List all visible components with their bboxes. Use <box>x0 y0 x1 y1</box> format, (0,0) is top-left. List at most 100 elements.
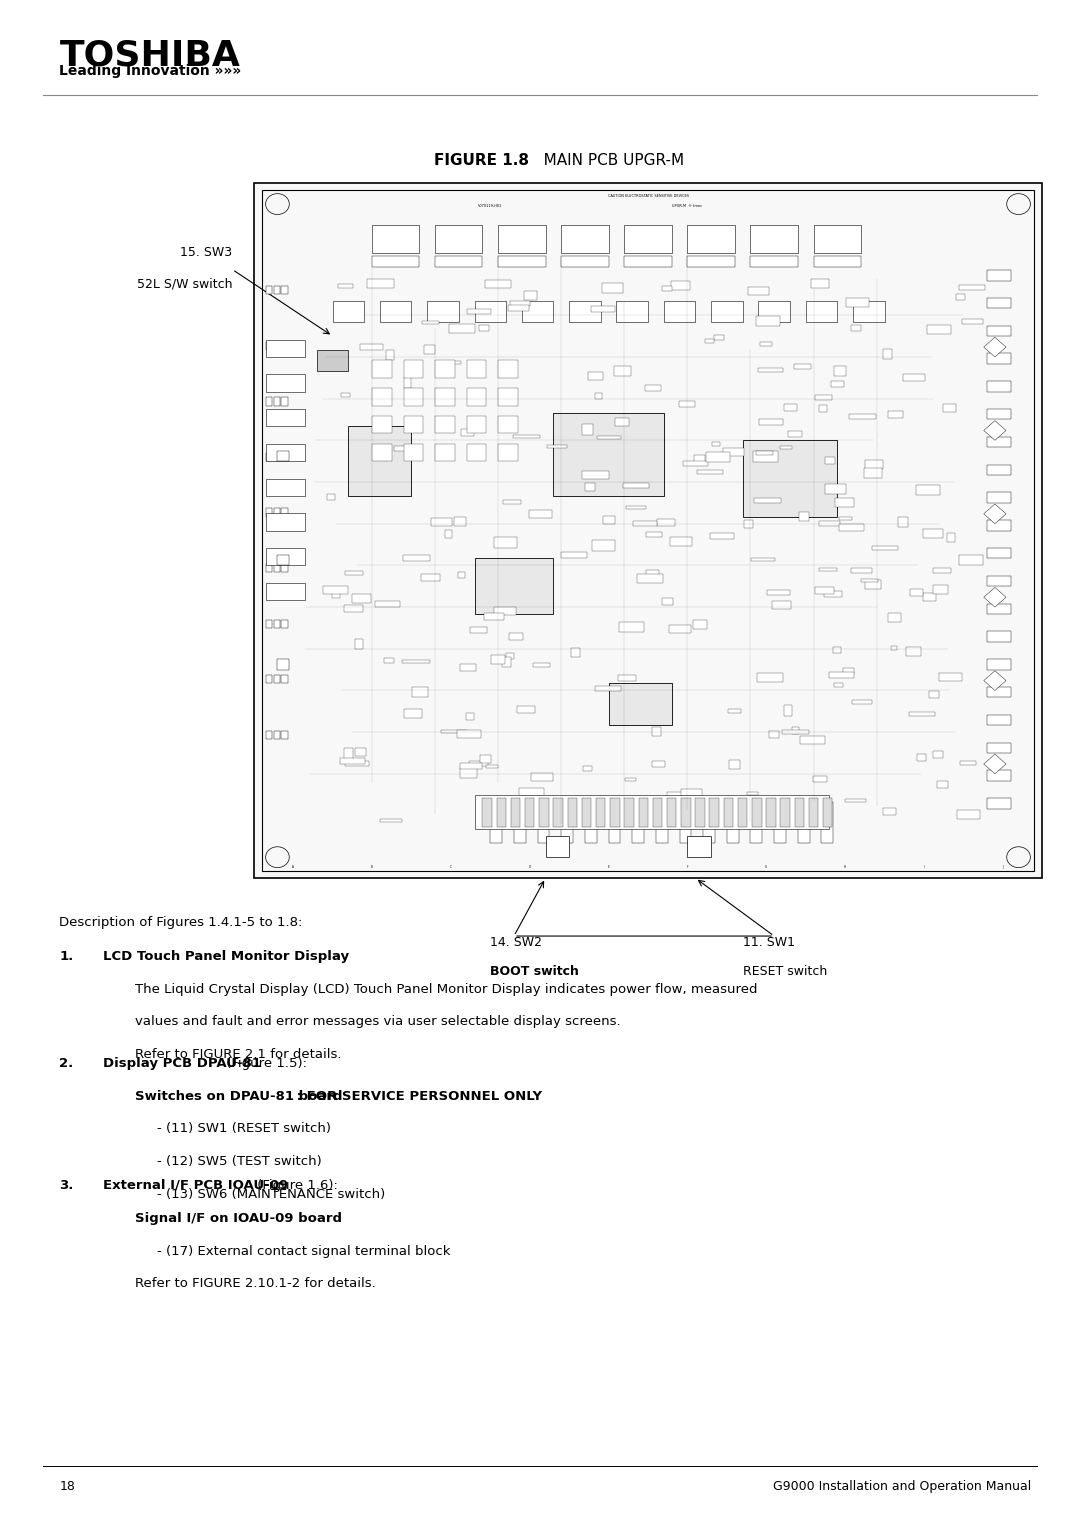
Bar <box>987 437 1011 447</box>
Bar <box>787 431 802 437</box>
Bar <box>744 521 753 528</box>
Bar <box>435 388 455 406</box>
Bar <box>467 444 486 461</box>
Bar <box>460 762 482 770</box>
Bar <box>372 224 419 252</box>
Bar <box>806 301 837 322</box>
Bar <box>819 405 827 412</box>
Bar <box>266 583 305 600</box>
Bar <box>800 736 825 744</box>
Bar <box>273 397 280 406</box>
Bar <box>813 224 861 252</box>
Bar <box>436 360 461 365</box>
Bar <box>509 305 529 310</box>
Bar <box>959 286 985 290</box>
Bar <box>282 731 287 739</box>
Bar <box>756 316 781 325</box>
Bar <box>888 411 903 418</box>
Bar <box>814 395 833 400</box>
Bar <box>596 435 621 440</box>
Bar <box>428 301 459 322</box>
Text: A: A <box>293 864 294 869</box>
Bar <box>829 672 853 678</box>
Bar <box>582 799 591 828</box>
Bar <box>340 394 350 397</box>
Bar <box>282 508 287 516</box>
Bar <box>266 454 272 461</box>
Bar <box>987 742 1011 753</box>
Bar <box>404 709 421 718</box>
Text: FIGURE 1.8: FIGURE 1.8 <box>434 153 529 168</box>
Bar <box>946 533 955 542</box>
Bar <box>509 634 523 640</box>
Bar <box>638 799 648 828</box>
Text: CAUTION ELECTROSTATIC SENSITIVE DEVICES: CAUTION ELECTROSTATIC SENSITIVE DEVICES <box>607 194 689 197</box>
Bar <box>372 360 392 377</box>
Bar <box>625 779 636 780</box>
Bar <box>799 512 809 521</box>
Bar <box>656 802 667 843</box>
Bar <box>502 658 511 667</box>
Bar <box>696 799 705 828</box>
Bar <box>646 533 662 538</box>
Bar <box>623 483 649 489</box>
Bar <box>435 224 483 252</box>
Bar <box>843 667 853 675</box>
Bar <box>562 257 609 267</box>
Bar <box>595 394 603 399</box>
Bar <box>957 811 980 818</box>
Bar <box>404 415 423 434</box>
Bar <box>933 751 944 757</box>
Bar <box>596 799 606 828</box>
Bar <box>266 342 272 350</box>
Bar <box>539 799 549 828</box>
Bar <box>494 608 516 614</box>
Bar <box>273 342 280 350</box>
Bar <box>467 388 486 406</box>
Bar <box>835 365 846 376</box>
Bar <box>435 415 455 434</box>
Bar <box>372 388 392 406</box>
Bar <box>478 325 489 330</box>
Bar <box>987 298 1011 308</box>
Bar <box>513 435 540 438</box>
Bar <box>486 765 498 768</box>
Bar <box>747 287 769 295</box>
Bar <box>485 279 511 289</box>
Bar <box>784 705 792 716</box>
Bar <box>987 603 1011 614</box>
Bar <box>957 293 966 299</box>
Bar <box>936 782 948 788</box>
Bar <box>705 339 714 344</box>
Text: - (11) SW1 (RESET switch): - (11) SW1 (RESET switch) <box>157 1122 330 1136</box>
Bar <box>519 788 544 796</box>
Bar <box>273 731 280 739</box>
Bar <box>448 324 475 333</box>
Bar <box>583 767 593 771</box>
Bar <box>458 573 465 577</box>
Bar <box>352 594 370 603</box>
Bar <box>697 470 724 473</box>
Text: Leading Innovation »»»: Leading Innovation »»» <box>59 64 242 78</box>
Text: Refer to FIGURE 2.1 for details.: Refer to FIGURE 2.1 for details. <box>135 1048 341 1061</box>
Bar <box>853 301 885 322</box>
Bar <box>562 224 609 252</box>
Bar <box>326 493 335 499</box>
Bar <box>825 457 835 464</box>
Bar <box>316 350 349 371</box>
Text: V070119-H01: V070119-H01 <box>478 205 502 208</box>
Bar <box>861 579 878 582</box>
Text: Refer to FIGURE 2.10.1-2 for details.: Refer to FIGURE 2.10.1-2 for details. <box>135 1277 376 1290</box>
Bar <box>602 282 622 293</box>
Text: G: G <box>766 864 767 869</box>
Bar <box>784 405 797 411</box>
Bar <box>987 464 1011 475</box>
Bar <box>987 799 1011 808</box>
Bar <box>882 808 896 814</box>
Bar <box>561 553 586 557</box>
Bar <box>833 647 841 652</box>
Bar <box>498 224 545 252</box>
Bar <box>753 452 778 461</box>
Bar <box>891 646 897 651</box>
Bar <box>404 444 423 461</box>
